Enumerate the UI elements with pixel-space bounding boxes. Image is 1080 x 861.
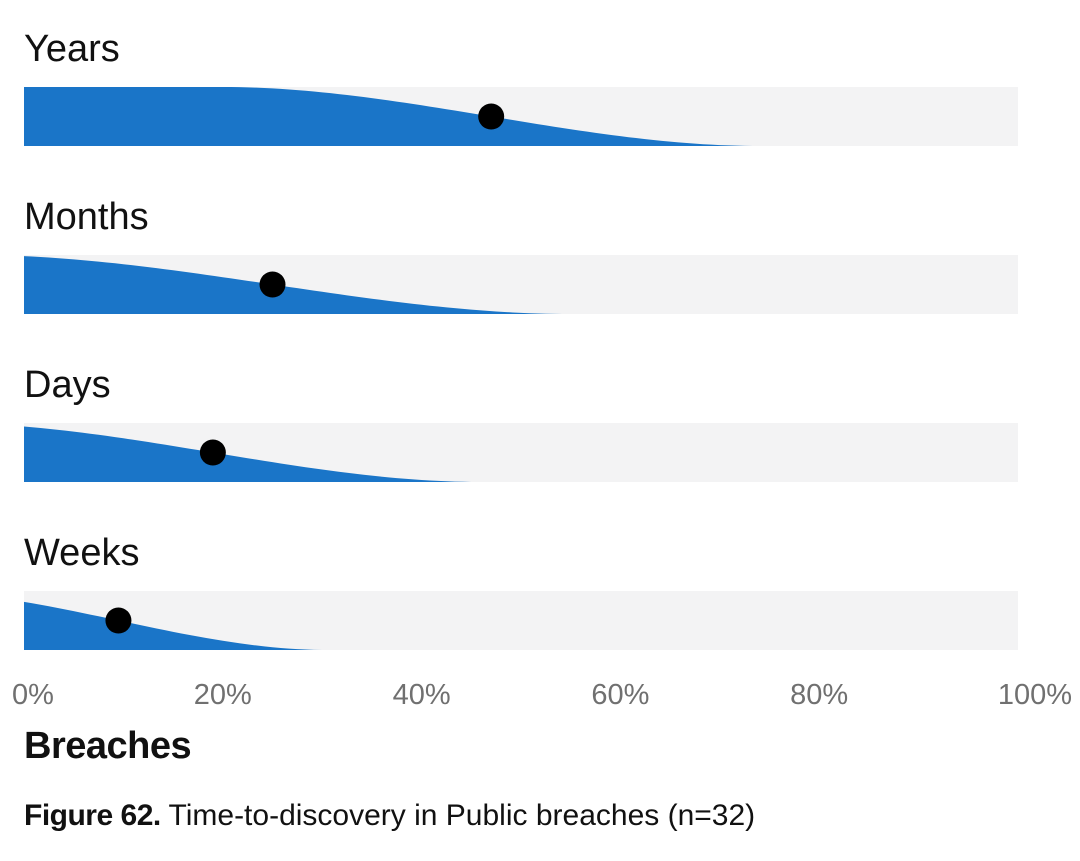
median-point-months (259, 271, 286, 298)
x-tick-label: 100% (998, 679, 1072, 711)
distribution-area-weeks (24, 601, 1018, 650)
x-axis-label: Breaches (24, 725, 192, 767)
row-weeks: Weeks (24, 532, 1018, 650)
median-point-years (478, 103, 505, 130)
distribution-area-days (24, 426, 1018, 482)
x-tick-label: 40% (393, 679, 451, 711)
category-label-days: Days (24, 364, 111, 406)
distribution-area-months (24, 256, 1018, 314)
x-tick-label: 20% (194, 679, 252, 711)
chart-rows: Years Months Days Weeks (24, 28, 1018, 650)
category-label-years: Years (24, 28, 120, 70)
time-to-discovery-chart: Years Months Days Weeks 0% 20% 40% 60% 80% 100% (12, 28, 1072, 711)
figure-caption-text: Time-to-discovery in Public breaches (n=… (160, 799, 756, 832)
category-label-weeks: Weeks (24, 532, 139, 574)
row-days: Days (24, 364, 1018, 482)
figure-number: Figure 62. (24, 799, 161, 832)
x-tick-label: 0% (12, 679, 54, 711)
median-point-days (199, 439, 226, 466)
row-years: Years (24, 28, 1018, 146)
median-point-weeks (105, 607, 132, 634)
distribution-area-years (24, 87, 1018, 146)
category-label-months: Months (24, 196, 149, 238)
x-tick-label: 60% (591, 679, 649, 711)
row-months: Months (24, 196, 1018, 314)
x-axis-ticks: 0% 20% 40% 60% 80% 100% (12, 679, 1072, 711)
x-tick-label: 80% (790, 679, 848, 711)
figure-caption: Figure 62. Time-to-discovery in Public b… (24, 796, 755, 836)
